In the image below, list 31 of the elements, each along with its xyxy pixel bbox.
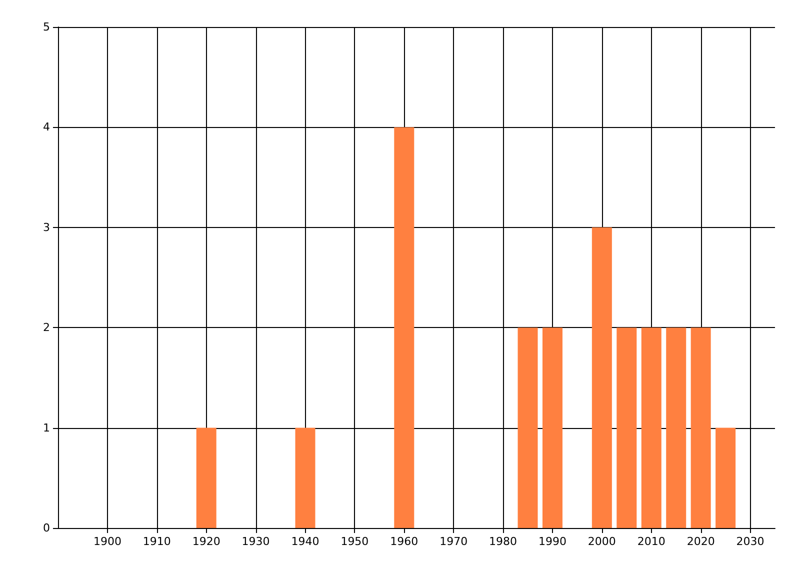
x-tick-label: 1940 [291, 535, 320, 548]
x-tick-label: 1910 [142, 535, 171, 548]
x-tick-label: 1900 [93, 535, 122, 548]
x-tick-label: 1980 [489, 535, 518, 548]
x-tick-label: 2000 [588, 535, 616, 548]
bar [542, 328, 562, 528]
bar [295, 428, 316, 528]
bar [690, 328, 711, 528]
x-tick-label: 1970 [440, 535, 468, 548]
y-tick-label: 2 [43, 321, 50, 334]
bar [196, 428, 216, 528]
bar [394, 127, 414, 528]
bar [592, 227, 612, 528]
bar [641, 328, 662, 528]
x-tick-label: 1990 [538, 535, 566, 548]
bar [666, 328, 686, 528]
y-tick-label: 0 [43, 522, 50, 534]
x-tick-label: 1930 [242, 535, 270, 548]
y-tick-label: 3 [43, 220, 50, 234]
y-tick-label: 4 [43, 120, 50, 134]
y-tick-label: 5 [43, 20, 50, 34]
bar [616, 328, 637, 528]
bar [716, 428, 736, 528]
x-tick-label: 1950 [340, 535, 369, 548]
x-tick-label: 2030 [736, 535, 764, 548]
x-tick-label: 1960 [390, 535, 418, 548]
x-tick-label: 2020 [686, 535, 715, 548]
bar [518, 328, 538, 528]
x-tick-label: 2010 [637, 535, 666, 548]
y-tick-label: 1 [43, 421, 50, 434]
x-tick-label: 1920 [192, 535, 220, 548]
